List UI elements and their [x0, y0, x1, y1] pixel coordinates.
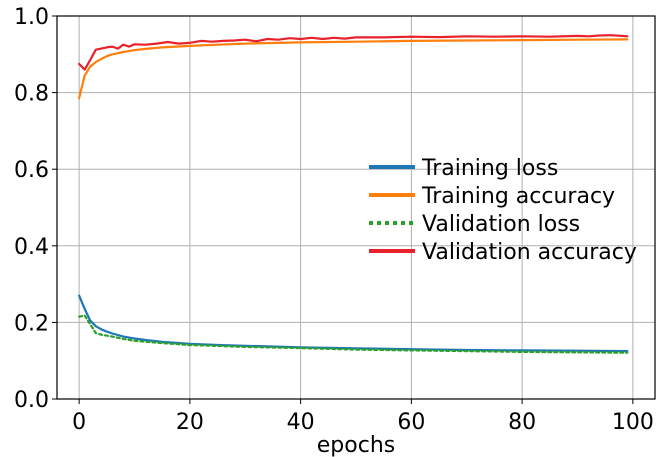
x-axis: 0 20 40 60 80 100 [72, 399, 654, 435]
x-tick-label: 0 [72, 410, 86, 435]
x-tick-label: 60 [397, 410, 425, 435]
y-tick-label: 0.2 [14, 311, 49, 336]
y-tick-label: 0.0 [14, 388, 49, 413]
x-tick-label: 80 [508, 410, 536, 435]
plot-frame [56, 15, 656, 400]
legend-label-validation-accuracy: Validation accuracy [422, 240, 637, 265]
legend-label-validation-loss: Validation loss [422, 212, 580, 237]
x-tick-label: 40 [287, 410, 315, 435]
y-tick-label: 1.0 [14, 5, 49, 30]
series-line-training-loss [77, 294, 629, 353]
x-axis-label: epochs [317, 433, 395, 457]
x-tick-label: 20 [176, 410, 204, 435]
y-axis: 0.0 0.2 0.4 0.6 0.8 1.0 [14, 5, 57, 413]
plot-area [57, 16, 655, 399]
y-tick-label: 0.4 [14, 235, 49, 260]
series-layer [77, 34, 629, 354]
x-tick-label: 100 [612, 410, 654, 435]
grid [57, 15, 655, 400]
legend-label-training-loss: Training loss [421, 156, 558, 181]
y-tick-label: 0.8 [14, 82, 49, 107]
legend: Training loss Training accuracy Validation… [369, 156, 637, 265]
y-tick-label: 0.6 [14, 158, 49, 183]
series-line-validation-accuracy [77, 34, 629, 71]
series-line-training-accuracy [77, 38, 629, 100]
legend-label-training-accuracy: Training accuracy [421, 184, 615, 209]
series-line-validation-loss [77, 314, 629, 354]
